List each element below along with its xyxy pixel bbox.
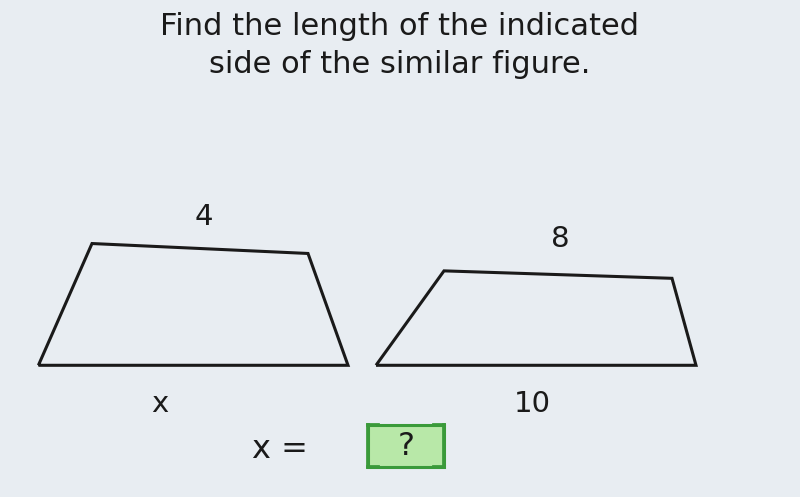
Text: ?: ? — [398, 430, 414, 462]
Text: side of the similar figure.: side of the similar figure. — [210, 50, 590, 79]
Text: 4: 4 — [194, 203, 214, 231]
Text: 10: 10 — [514, 390, 550, 418]
Text: 8: 8 — [550, 226, 570, 253]
FancyBboxPatch shape — [368, 425, 444, 467]
Text: x: x — [151, 390, 169, 418]
Text: Find the length of the indicated: Find the length of the indicated — [161, 12, 639, 41]
Text: x =: x = — [252, 434, 308, 465]
